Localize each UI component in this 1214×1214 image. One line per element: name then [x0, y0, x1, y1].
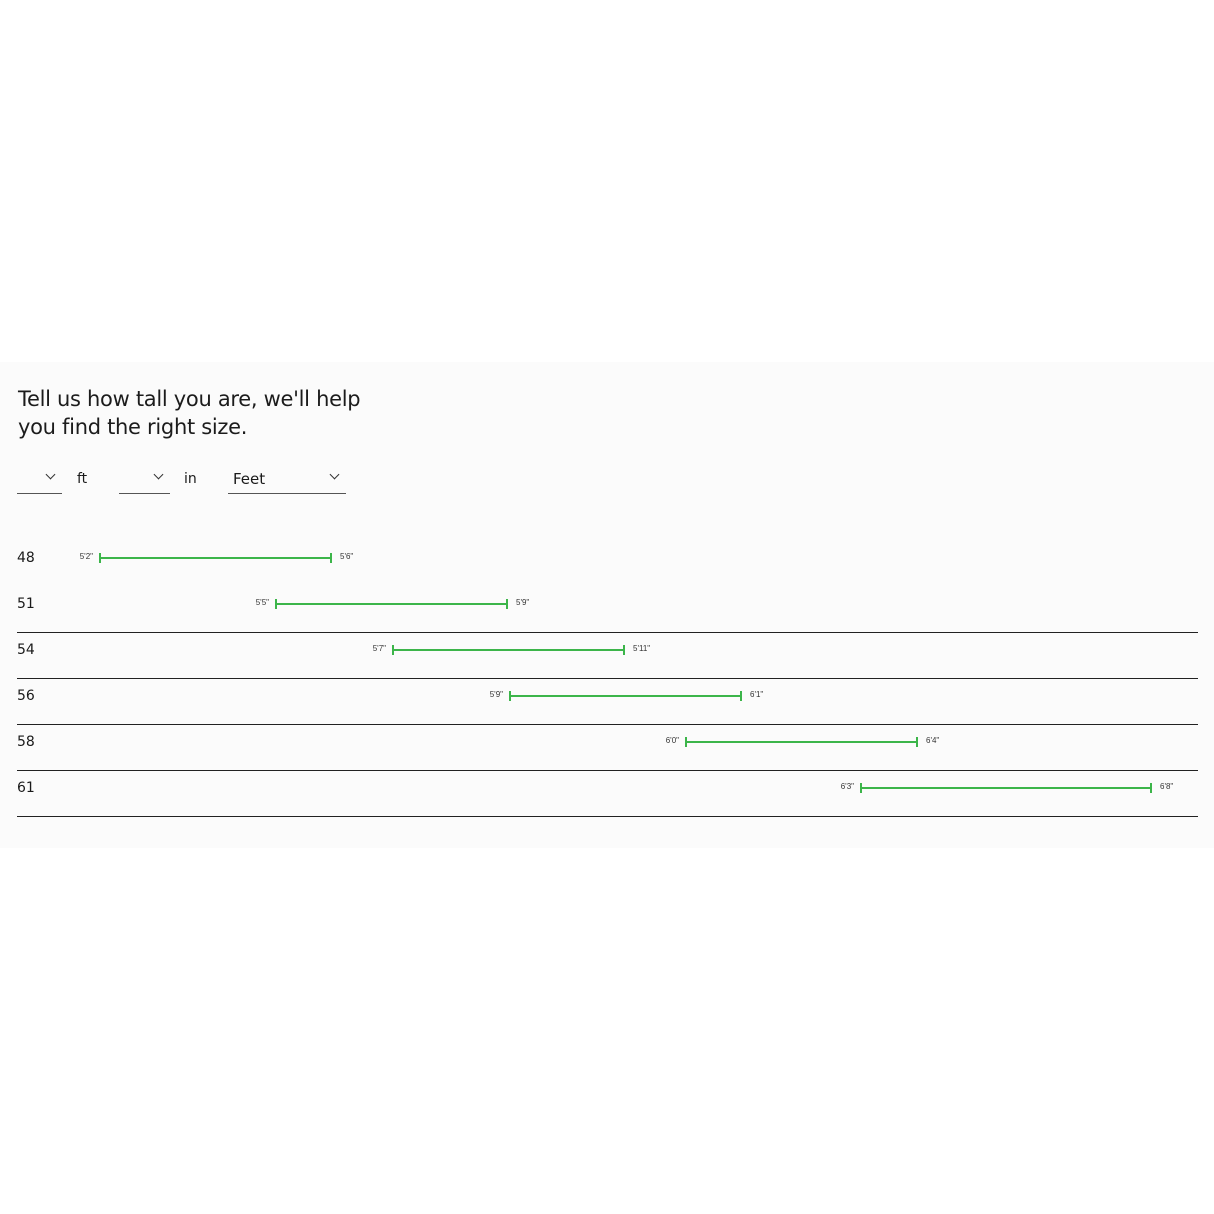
- min-height-label: 6'0": [665, 736, 679, 745]
- chevron-down-icon: [329, 469, 340, 480]
- inches-select[interactable]: [119, 466, 170, 494]
- inches-unit-label: in: [184, 471, 197, 487]
- min-height-label: 5'7": [372, 644, 386, 653]
- max-height-label: 6'1": [750, 690, 764, 699]
- max-height-label: 6'8": [1160, 782, 1174, 791]
- size-row: 61 6'3" 6'8": [17, 770, 1198, 817]
- frame-size: 61: [17, 780, 35, 796]
- frame-size: 56: [17, 688, 35, 704]
- page-title: Tell us how tall you are, we'll help you…: [18, 387, 361, 439]
- height-range-bar: [99, 553, 332, 563]
- min-height-label: 6'3": [840, 782, 854, 791]
- chevron-down-icon: [153, 469, 164, 480]
- unit-select-value: Feet: [233, 470, 266, 488]
- frame-size: 51: [17, 596, 35, 612]
- max-height-label: 5'9": [516, 598, 530, 607]
- height-range-bar: [685, 737, 918, 747]
- min-height-label: 5'2": [79, 552, 93, 561]
- unit-select[interactable]: Feet: [228, 466, 346, 494]
- min-height-label: 5'5": [255, 598, 269, 607]
- height-range-bar: [392, 645, 625, 655]
- min-height-label: 5'9": [489, 690, 503, 699]
- size-finder-panel: [0, 362, 1214, 848]
- height-range-bar: [509, 691, 742, 701]
- frame-size: 58: [17, 734, 35, 750]
- feet-unit-label: ft: [77, 471, 88, 487]
- size-row: 56 5'9" 6'1": [17, 678, 1198, 725]
- height-range-bar: [860, 783, 1152, 793]
- height-range-bar: [275, 599, 508, 609]
- size-row: 51 5'5" 5'9": [17, 586, 1198, 633]
- chevron-down-icon: [45, 469, 56, 480]
- size-row: 54 5'7" 5'11": [17, 632, 1198, 679]
- feet-select[interactable]: [17, 466, 62, 494]
- frame-size: 48: [17, 550, 35, 566]
- max-height-label: 6'4": [926, 736, 940, 745]
- frame-size: 54: [17, 642, 35, 658]
- max-height-label: 5'11": [633, 644, 651, 653]
- max-height-label: 5'6": [340, 552, 354, 561]
- size-row: 48 5'2" 5'6": [17, 540, 1198, 586]
- size-row: 58 6'0" 6'4": [17, 724, 1198, 771]
